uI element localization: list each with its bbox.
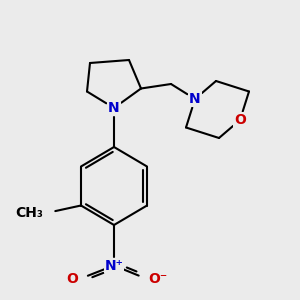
Text: N: N bbox=[189, 92, 201, 106]
Text: N⁺: N⁺ bbox=[105, 259, 123, 272]
Text: N: N bbox=[108, 101, 120, 115]
Text: O: O bbox=[234, 113, 246, 127]
Text: O: O bbox=[66, 272, 78, 286]
Text: O⁻: O⁻ bbox=[148, 272, 168, 286]
Text: CH₃: CH₃ bbox=[16, 206, 44, 220]
